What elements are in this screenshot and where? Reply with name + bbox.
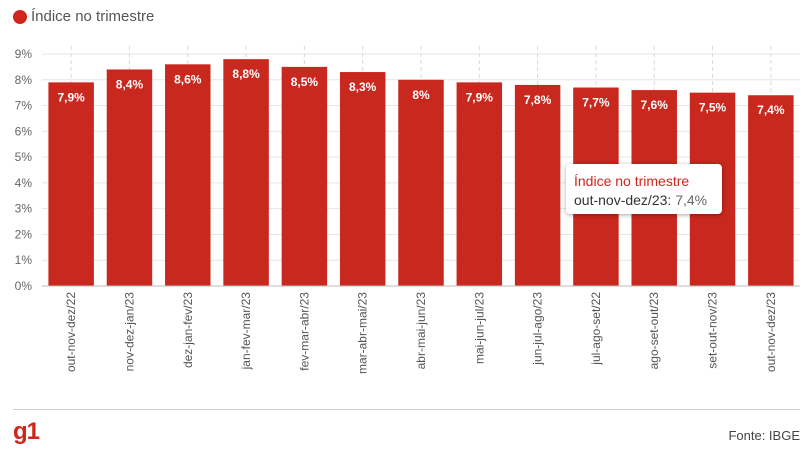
x-tick-label: mai-jun-jul/23 xyxy=(472,292,486,364)
x-tick-label: set-out-nov/23 xyxy=(706,292,720,369)
x-tick-label: ago-set-out/23 xyxy=(647,292,661,370)
tooltip-category: out-nov-dez/23: xyxy=(574,192,672,208)
bar xyxy=(48,82,94,286)
bar-value-label: 8% xyxy=(412,88,430,102)
y-tick-label: 5% xyxy=(15,150,33,164)
bar xyxy=(456,82,503,286)
tooltip-value: 7,4% xyxy=(675,192,708,208)
bar-value-label: 8,6% xyxy=(174,72,202,86)
bar xyxy=(398,79,444,287)
y-tick-label: 7% xyxy=(15,99,33,113)
bar-value-label: 8,3% xyxy=(349,80,377,94)
x-tick-label: dez-jan-fev/23 xyxy=(181,292,195,368)
y-tick-label: 0% xyxy=(15,279,33,293)
bar xyxy=(339,72,386,287)
y-tick-label: 6% xyxy=(15,124,33,138)
bar-value-label: 7,7% xyxy=(582,96,610,110)
x-tick-label: nov-dez-jan/23 xyxy=(122,292,136,372)
footer-divider xyxy=(13,409,800,410)
y-tick-label: 2% xyxy=(15,227,33,241)
bar-value-label: 7,4% xyxy=(757,103,785,117)
y-tick-label: 4% xyxy=(15,176,33,190)
bar xyxy=(748,95,794,286)
bar-value-label: 7,6% xyxy=(641,98,669,112)
x-tick-label: jun-jul-ago/23 xyxy=(531,292,545,366)
y-tick-label: 3% xyxy=(15,202,33,216)
bar-value-label: 7,8% xyxy=(524,93,552,107)
y-tick-label: 8% xyxy=(15,73,33,87)
bar-value-label: 8,8% xyxy=(232,67,260,81)
source-note: Fonte: IBGE xyxy=(728,428,800,443)
x-tick-label: out-nov-dez/23 xyxy=(764,292,778,372)
y-tick-label: 1% xyxy=(15,253,33,267)
bar-value-label: 7,5% xyxy=(699,101,727,115)
bar-value-label: 7,9% xyxy=(57,90,85,104)
x-tick-label: jan-fev-mar/23 xyxy=(239,292,253,371)
bar xyxy=(106,69,153,286)
bar xyxy=(281,66,328,286)
x-tick-label: mar-abr-mai/23 xyxy=(356,292,370,374)
bar-value-label: 8,4% xyxy=(116,77,144,91)
bar xyxy=(514,84,561,286)
x-tick-label: out-nov-dez/22 xyxy=(64,292,78,372)
legend: Índice no trimestre xyxy=(13,8,154,25)
bar-value-label: 7,9% xyxy=(466,90,494,104)
legend-label: Índice no trimestre xyxy=(31,8,155,25)
tooltip-title: Índice no trimestre xyxy=(574,173,690,189)
tooltip-row: out-nov-dez/23: 7,4% xyxy=(574,190,714,210)
bar xyxy=(165,64,211,286)
g1-logo: g1 xyxy=(13,418,40,445)
bar-chart: 0% 1% 2% 3% 4% 5% 6% 7% 8% 9% 7,9% out-nov-dez/22 8,… xyxy=(15,46,800,374)
y-tick-label: 9% xyxy=(15,47,33,61)
chart-tooltip: Índice no trimestre out-nov-dez/23: 7,4% xyxy=(566,164,722,214)
legend-marker xyxy=(13,9,27,24)
bar xyxy=(223,59,269,287)
x-tick-label: abr-mai-jun/23 xyxy=(414,292,428,370)
bar-value-label: 8,5% xyxy=(291,75,319,89)
x-tick-label: jul-ago-set/22 xyxy=(589,292,603,366)
x-tick-label: fev-mar-abr/23 xyxy=(297,292,311,371)
